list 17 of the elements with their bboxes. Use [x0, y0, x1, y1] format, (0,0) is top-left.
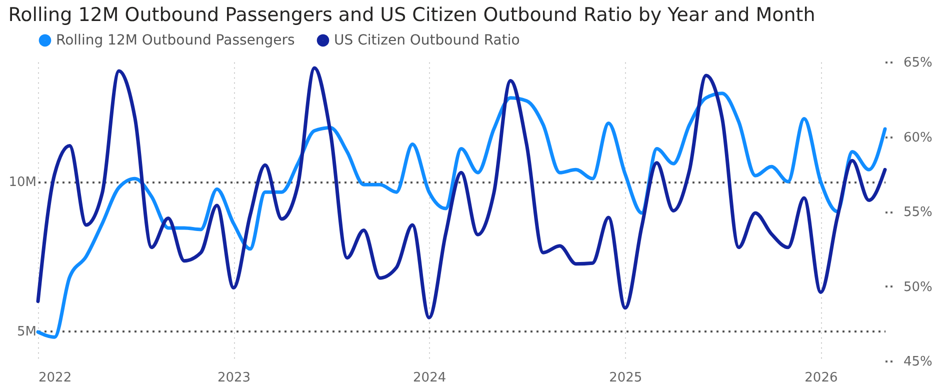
chart-title: Rolling 12M Outbound Passengers and US Citizen Outbound Ratio by Year and Month: [8, 4, 816, 26]
y2-tick-label: 65%: [904, 56, 932, 70]
x-tick-label: 2025: [609, 370, 642, 386]
y-tick-label: 5M: [17, 324, 36, 340]
x-tick-label: 2023: [217, 370, 251, 386]
y2-tick-label: 45%: [904, 354, 932, 370]
legend-label: Rolling 12M Outbound Passengers: [56, 32, 295, 48]
y2-tick-label: 55%: [904, 205, 932, 220]
line-series: [36, 92, 887, 339]
x-tick-label: 2026: [804, 370, 838, 386]
y-tick-label: 10M: [8, 175, 36, 190]
y2-tick-label: 60%: [904, 130, 932, 146]
x-tick-label: 2022: [38, 370, 72, 386]
y2-tick-label: 50%: [904, 280, 932, 295]
x-tick-label: 2024: [413, 370, 446, 386]
line-series: [36, 66, 887, 320]
legend-label: US Citizen Outbound Ratio: [334, 32, 520, 48]
